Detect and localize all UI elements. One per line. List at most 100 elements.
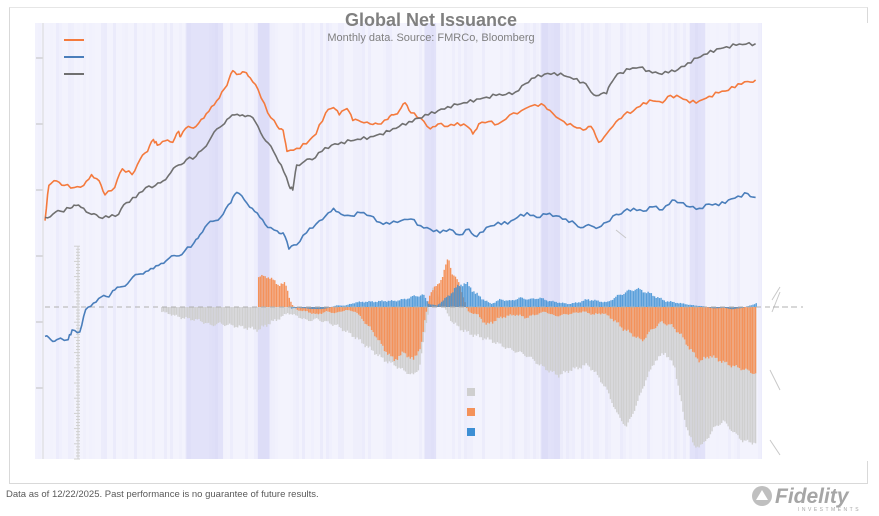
bar	[312, 307, 315, 314]
bar	[373, 302, 375, 307]
bar	[466, 281, 469, 307]
background-band	[254, 23, 257, 459]
bar	[596, 307, 599, 314]
background-band	[389, 23, 392, 459]
bar	[695, 307, 697, 358]
bar	[369, 307, 371, 327]
bar	[424, 307, 426, 321]
bar	[561, 307, 563, 315]
bar	[448, 307, 450, 317]
bar	[527, 307, 529, 318]
bar	[728, 307, 730, 309]
bar	[731, 307, 733, 310]
bar	[499, 307, 502, 317]
bar	[501, 307, 503, 347]
bar	[635, 307, 637, 338]
bar	[419, 307, 421, 350]
bar	[717, 307, 720, 362]
bar	[241, 307, 244, 326]
background-band	[329, 23, 332, 459]
bar	[681, 303, 683, 307]
bar	[602, 302, 604, 307]
bar	[508, 307, 510, 316]
bar	[486, 300, 488, 307]
bar	[537, 307, 539, 365]
bar	[348, 303, 351, 307]
background-band	[593, 23, 596, 459]
background-band	[542, 23, 545, 459]
bar	[659, 307, 662, 322]
bar	[526, 299, 528, 307]
bar	[304, 307, 307, 312]
bar	[650, 293, 653, 307]
bar	[203, 307, 205, 324]
background-band	[245, 23, 248, 459]
bar	[577, 307, 579, 370]
bar	[330, 307, 332, 313]
bar	[274, 307, 276, 320]
bar	[348, 307, 350, 333]
bar	[552, 300, 554, 307]
bar	[333, 307, 336, 314]
bar	[737, 307, 740, 309]
bar	[401, 307, 403, 352]
bar	[225, 307, 228, 326]
bar	[359, 307, 361, 316]
bar	[437, 304, 440, 307]
bar	[698, 307, 700, 448]
bar	[400, 299, 402, 307]
bar	[724, 307, 726, 422]
background-band	[695, 23, 698, 459]
bar	[434, 304, 436, 307]
bar	[387, 300, 390, 307]
bar	[183, 307, 186, 319]
legend-bar-swatch	[467, 408, 475, 416]
bar	[306, 307, 308, 312]
bar	[624, 292, 627, 307]
bar	[236, 307, 239, 328]
bar	[325, 307, 328, 311]
bar	[655, 297, 657, 307]
bar	[535, 307, 537, 364]
bar	[275, 284, 278, 307]
bar	[288, 307, 290, 315]
bar	[345, 307, 347, 311]
background-band	[560, 23, 563, 459]
bar	[534, 299, 536, 307]
bar	[543, 307, 545, 367]
bar	[311, 307, 314, 310]
bar	[490, 303, 493, 307]
background-band	[524, 23, 527, 459]
background-band	[59, 23, 62, 459]
bar	[545, 307, 547, 371]
bar	[378, 300, 380, 307]
bar	[634, 289, 636, 307]
bar	[549, 300, 551, 307]
bar	[323, 307, 325, 309]
bar	[678, 303, 680, 307]
bar	[351, 307, 353, 312]
bar	[582, 300, 585, 307]
background-band	[233, 23, 236, 459]
bar	[567, 307, 570, 315]
bar	[708, 307, 710, 359]
bar	[566, 307, 568, 315]
bar	[296, 307, 299, 316]
bar	[641, 307, 644, 342]
bar	[611, 307, 613, 319]
bar	[711, 307, 713, 358]
bar	[394, 300, 396, 307]
bar	[609, 307, 612, 319]
leader-line	[771, 291, 781, 313]
bar	[633, 307, 636, 411]
bar	[677, 307, 679, 333]
bar	[432, 290, 434, 307]
bar	[376, 302, 378, 307]
bar	[312, 307, 315, 320]
bar	[182, 307, 184, 319]
annotations	[615, 229, 800, 456]
bar	[618, 294, 620, 307]
bar	[667, 307, 670, 325]
background-band	[368, 23, 371, 459]
background-band	[122, 23, 125, 459]
